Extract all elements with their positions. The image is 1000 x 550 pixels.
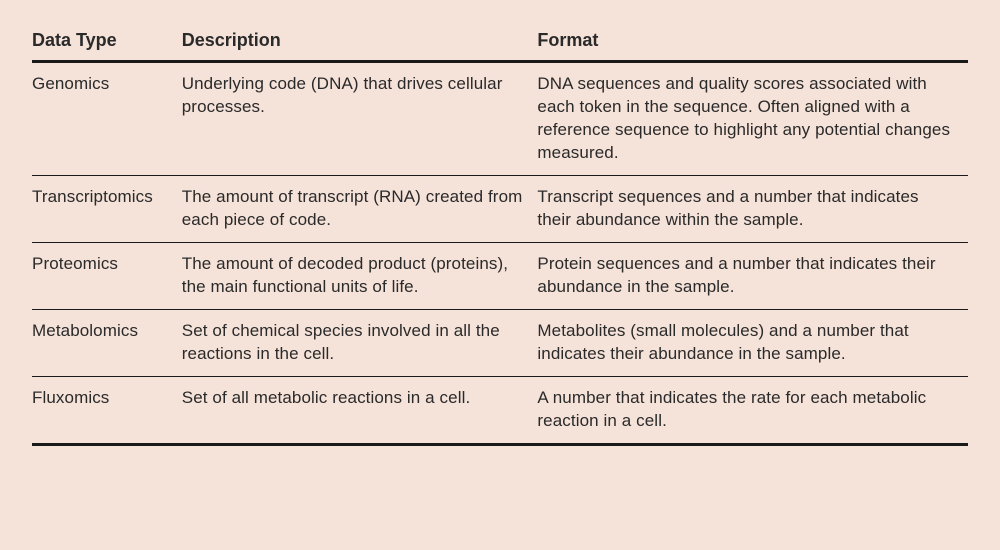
table-row: Metabolomics Set of chemical species inv… [32,309,968,376]
col-header-data-type: Data Type [32,28,182,62]
cell-description: Underlying code (DNA) that drives cellul… [182,62,538,176]
cell-data-type: Metabolomics [32,309,182,376]
table-row: Proteomics The amount of decoded product… [32,242,968,309]
table-row: Transcriptomics The amount of transcript… [32,176,968,243]
cell-data-type: Fluxomics [32,376,182,444]
omics-data-table: Data Type Description Format Genomics Un… [32,28,968,446]
cell-description: Set of all metabolic reactions in a cell… [182,376,538,444]
col-header-description: Description [182,28,538,62]
cell-format: Transcript sequences and a number that i… [537,176,968,243]
table-header-row: Data Type Description Format [32,28,968,62]
cell-description: The amount of decoded product (proteins)… [182,242,538,309]
cell-description: Set of chemical species involved in all … [182,309,538,376]
cell-data-type: Proteomics [32,242,182,309]
cell-data-type: Genomics [32,62,182,176]
cell-format: Metabolites (small molecules) and a numb… [537,309,968,376]
table-row: Fluxomics Set of all metabolic reactions… [32,376,968,444]
cell-format: DNA sequences and quality scores associa… [537,62,968,176]
table-row: Genomics Underlying code (DNA) that driv… [32,62,968,176]
cell-format: Protein sequences and a number that indi… [537,242,968,309]
col-header-format: Format [537,28,968,62]
cell-description: The amount of transcript (RNA) created f… [182,176,538,243]
cell-data-type: Transcriptomics [32,176,182,243]
cell-format: A number that indicates the rate for eac… [537,376,968,444]
